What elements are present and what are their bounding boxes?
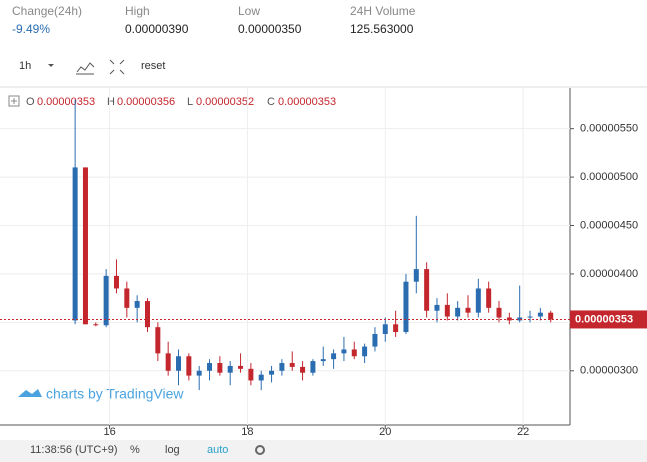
- reset-button[interactable]: reset: [141, 60, 165, 72]
- last-price-box: [570, 310, 647, 329]
- stat-value: 0.00000390: [125, 22, 189, 36]
- y-tick-label: 0.00000400: [580, 268, 638, 280]
- legend-key: H: [107, 96, 115, 108]
- candle-body: [403, 281, 409, 333]
- candle-body: [165, 353, 171, 371]
- candle-body: [351, 349, 357, 357]
- candle-body: [372, 333, 378, 347]
- stat: Change(24h) -9.49%: [12, 4, 82, 36]
- y-tick-label: 0.00000500: [580, 171, 638, 183]
- legend-key: L: [187, 96, 193, 108]
- candle-body: [82, 167, 88, 325]
- stat-label: 24H Volume: [350, 4, 416, 18]
- candle-body: [320, 359, 326, 362]
- y-tick-label: 0.00000300: [580, 365, 638, 377]
- candle-body: [103, 275, 109, 326]
- candle-body: [217, 363, 223, 373]
- candle-body: [269, 370, 275, 375]
- x-tick-label: 16: [103, 426, 115, 438]
- candle-body: [362, 346, 368, 357]
- candle-body: [382, 324, 388, 334]
- candle-body: [517, 317, 523, 321]
- candle-body: [134, 301, 140, 308]
- candle-body: [113, 275, 119, 289]
- candle-body: [434, 304, 440, 311]
- candle-body: [331, 353, 337, 360]
- candle-body: [93, 324, 99, 326]
- candle-body: [527, 316, 533, 318]
- x-tick-label: 18: [241, 426, 253, 438]
- stat-label: Low: [238, 4, 261, 18]
- candle-body: [310, 361, 316, 373]
- footer-time: 11:38:56 (UTC+9): [30, 444, 118, 456]
- candle-body: [124, 288, 130, 308]
- candle-body: [424, 269, 430, 311]
- legend-key: O: [26, 96, 35, 108]
- indicators-icon[interactable]: [76, 62, 95, 75]
- legend-toggle[interactable]: [8, 95, 20, 107]
- stat-label: Change(24h): [12, 4, 83, 18]
- stat-value: -9.49%: [12, 22, 51, 36]
- candle-body: [155, 327, 161, 354]
- candle-body: [537, 312, 543, 317]
- candle-body: [444, 304, 450, 317]
- candle-body: [176, 356, 182, 371]
- candle-body: [248, 368, 254, 381]
- legend-key: C: [267, 96, 275, 108]
- legend-value: 0.00000353: [37, 96, 95, 108]
- candle-body: [238, 365, 244, 369]
- candle-body: [279, 363, 285, 371]
- candle-body: [186, 356, 192, 376]
- stat: 24H Volume 125.563000: [350, 4, 415, 36]
- last-price-label: 0.00000353: [575, 313, 633, 325]
- candle-body: [465, 307, 471, 313]
- candle-body: [393, 324, 399, 333]
- y-tick-label: 0.00000550: [580, 123, 638, 135]
- candle-body: [475, 288, 481, 313]
- legend-value: 0.00000356: [117, 96, 175, 108]
- ohlc-legend: O 0.00000353 H 0.00000356 L 0.00000352 C…: [26, 96, 336, 108]
- interval-button[interactable]: 1h: [19, 60, 31, 72]
- candle-body: [486, 288, 492, 308]
- fullscreen-icon[interactable]: [109, 59, 125, 75]
- settings-icon[interactable]: [255, 445, 265, 455]
- plot: [0, 88, 570, 425]
- legend-value: 0.00000352: [196, 96, 254, 108]
- candle-body: [258, 374, 264, 381]
- stat-value: 125.563000: [350, 22, 414, 36]
- dropdown-icon[interactable]: [48, 64, 54, 67]
- candle-body: [196, 370, 202, 376]
- auto-toggle[interactable]: auto: [207, 444, 228, 456]
- candle-body: [496, 307, 502, 318]
- candle-body: [72, 167, 78, 321]
- x-tick-label: 20: [379, 426, 391, 438]
- x-tick-label: 22: [517, 426, 529, 438]
- stat-value: 0.00000350: [238, 22, 302, 36]
- stat: Low 0.00000350: [238, 4, 301, 36]
- y-tick-label: 0.00000450: [580, 219, 638, 231]
- candle-body: [548, 312, 554, 320]
- candle-body: [455, 307, 461, 317]
- footer-bar: [0, 440, 647, 462]
- tv-logo: [18, 389, 42, 397]
- candle-body: [413, 269, 419, 282]
- stat: High 0.00000390: [125, 4, 188, 36]
- candle-body: [300, 366, 306, 373]
- candle-body: [144, 301, 150, 328]
- stat-label: High: [125, 4, 150, 18]
- log-toggle[interactable]: log: [165, 444, 180, 456]
- watermark: charts by TradingView: [46, 386, 184, 402]
- candle-body: [227, 365, 233, 373]
- candle-body: [289, 363, 295, 367]
- legend-value: 0.00000353: [278, 96, 336, 108]
- candle-body: [207, 363, 213, 371]
- plus-icon: [11, 98, 17, 104]
- percent-toggle[interactable]: %: [130, 444, 140, 456]
- candle-body: [341, 349, 347, 354]
